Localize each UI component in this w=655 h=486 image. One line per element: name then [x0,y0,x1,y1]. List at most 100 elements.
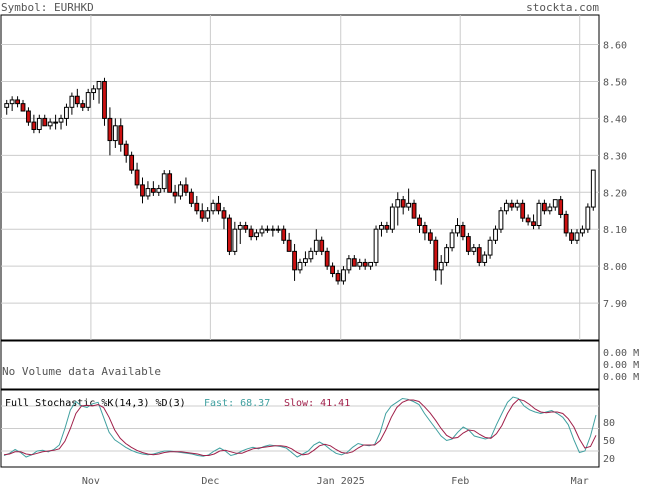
volume-panel: No Volume data Available 0.00 M 0.00 M 0… [0,340,639,390]
price-tick-label: 8.10 [603,225,627,236]
volume-tick: 0.00 M [603,360,639,371]
candle [237,221,243,244]
candle-body-up [303,258,308,263]
site-label: stockta.com [526,1,599,14]
candle [80,99,86,112]
candle-body-down [520,202,526,219]
candle [64,103,69,126]
candle-body-down [102,80,107,119]
stochastic-fast-label: Fast: 68.37 [204,398,270,409]
candle-body-down [569,232,574,241]
candle-body-down [330,265,335,275]
candle [161,170,167,193]
candle-body-down [531,221,536,227]
candle-body-down [15,99,20,105]
candle-body-up [36,117,42,130]
candle-body-up [47,121,53,127]
candle [438,255,444,285]
candle-body-down [194,202,200,212]
candle-body-up [574,232,580,241]
candle [85,88,91,112]
candle-body-up [58,117,64,123]
candle [15,96,20,108]
x-tick-label: Jan 2025 [317,476,365,486]
price-tick-label: 8.20 [603,188,627,199]
candle [36,114,42,134]
candle [330,262,335,278]
candle [4,99,10,115]
price-panel: 8.60 8.50 8.40 8.30 8.20 8.10 8.00 7.90 [0,14,627,466]
candle-body-down [433,239,439,271]
candle-body-up [156,188,162,193]
candle [259,225,265,237]
candle [389,203,395,233]
stochastic-tick: 50 [603,436,615,447]
candle [297,258,303,274]
candle [188,188,194,208]
candle-body-down [476,247,482,263]
candle [167,170,173,193]
candle [406,188,412,211]
price-tick-label: 8.30 [603,151,627,162]
candle [172,184,178,204]
candle-body-up [91,88,97,94]
candle-body-up [482,254,488,263]
candle [384,221,390,233]
candle [422,221,428,241]
stochastic-panel: Full Stochastic %K(14,3) %D(3) Fast: 68.… [0,389,615,468]
candle-body-down [281,228,287,241]
candle-body-up [205,210,211,219]
candle [514,199,520,211]
candle [574,229,580,244]
candle-body-down [243,225,249,230]
candle-body-down [248,228,254,238]
symbol-label: Symbol: EURHKD [1,1,94,14]
candle [455,218,460,237]
price-tick-label: 8.00 [603,262,627,273]
candle-body-down [422,225,428,234]
candle [379,221,384,237]
candle-body-up [259,228,265,234]
candle-body-down [150,188,156,193]
candle [433,236,439,281]
candle [319,236,325,256]
candle [368,261,374,270]
candle-body-down [129,154,135,171]
candle-body-up [275,228,281,231]
candle-body-up [308,250,314,260]
price-axis: 8.60 8.50 8.40 8.30 8.20 8.10 8.00 7.90 [603,41,627,311]
candle [275,225,281,233]
candle [112,118,118,148]
candle-body-up [395,199,401,208]
candle [373,225,379,267]
candle-body-down [42,117,48,127]
candle [525,214,531,226]
candle-body-up [145,188,151,197]
candle-body-down [199,210,205,219]
candle-body-down [558,199,564,215]
candle [503,199,509,215]
candle-body-up [514,202,520,208]
candle [74,88,80,108]
candle-body-up [379,225,384,230]
volume-panel-frame [0,340,600,390]
candle-body-up [585,206,591,230]
candle [58,114,64,130]
candle [580,225,585,237]
candle [542,199,547,215]
candle-body-up [96,80,102,90]
candle [590,169,596,211]
candle-body-up [389,206,395,230]
candle-body-down [118,125,124,145]
candle [42,114,48,127]
candle-body-down [80,103,86,108]
candle [248,225,254,241]
candle [47,118,53,130]
candle-body-up [580,228,585,234]
candle [303,251,308,267]
candle-body-up [455,225,460,234]
candle [335,269,341,285]
candle-body-up [85,92,91,108]
candle-body-up [471,247,477,252]
